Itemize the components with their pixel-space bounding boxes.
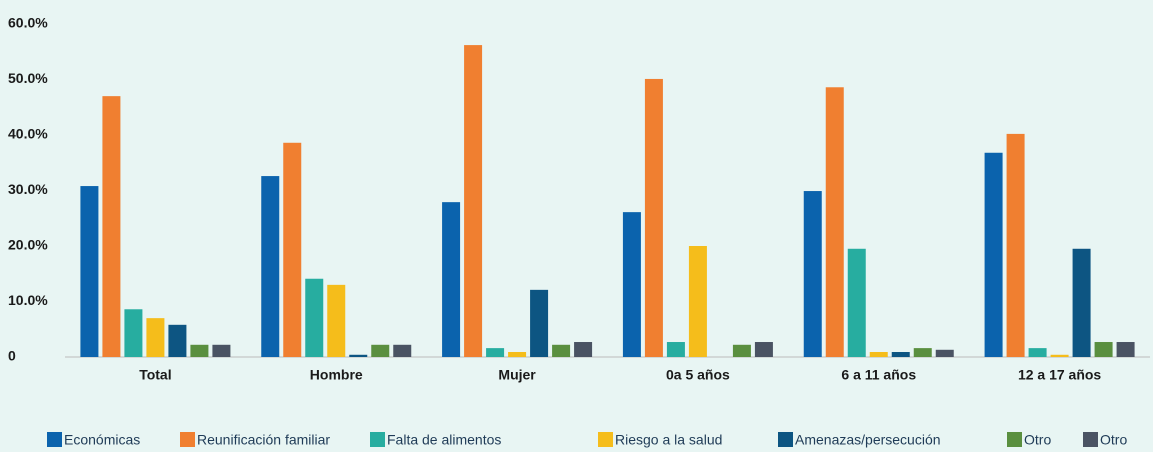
bar (644, 78, 663, 357)
y-tick-label: 10.0% (8, 292, 48, 308)
bar (869, 352, 888, 357)
legend-swatch (778, 432, 793, 447)
legend-swatch (370, 432, 385, 447)
x-tick-label: 0a 5 años (666, 367, 730, 383)
y-tick-label: 0 (8, 348, 16, 364)
bar (261, 176, 280, 357)
legend-swatch (1007, 432, 1022, 447)
y-tick-label: 60.0% (8, 15, 48, 31)
bar (1006, 133, 1025, 357)
bar (486, 348, 505, 357)
legend-label: Amenazas/persecución (795, 432, 941, 448)
bar (552, 344, 571, 357)
bar (688, 246, 707, 357)
bar (124, 309, 143, 357)
bar (190, 344, 209, 357)
bar (212, 344, 231, 357)
bar (80, 186, 99, 357)
bar (732, 344, 751, 357)
legend-label: Económicas (64, 432, 140, 448)
x-tick-label: Hombre (310, 367, 363, 383)
bar (803, 191, 822, 357)
bar (283, 142, 302, 357)
y-tick-label: 30.0% (8, 181, 48, 197)
bar (168, 324, 187, 357)
legend-label: Riesgo a la salud (615, 432, 722, 448)
bar (305, 278, 324, 357)
bar (393, 344, 412, 357)
legend-label: Otro (1024, 432, 1051, 448)
bar (574, 342, 593, 357)
bar (935, 349, 954, 357)
legend-swatch (180, 432, 195, 447)
legend-label: Reunificación familiar (197, 432, 330, 448)
x-tick-label: Total (139, 367, 171, 383)
bar (1028, 348, 1047, 357)
x-tick-label: 12 a 17 años (1018, 367, 1101, 383)
bar (1116, 342, 1135, 357)
bar (1050, 354, 1069, 357)
bar (102, 96, 121, 358)
bar (666, 342, 685, 357)
bar (891, 352, 910, 357)
bar (1072, 248, 1091, 357)
bar (442, 202, 461, 357)
bar (146, 318, 165, 357)
legend-swatch (47, 432, 62, 447)
y-tick-label: 20.0% (8, 237, 48, 253)
bar (327, 284, 346, 357)
bar (508, 352, 527, 357)
x-tick-label: Mujer (498, 367, 536, 383)
legend-swatch (1083, 432, 1098, 447)
y-tick-label: 50.0% (8, 70, 48, 86)
bar (1094, 342, 1113, 357)
bar (371, 344, 390, 357)
bar (754, 342, 773, 357)
bar (349, 354, 368, 357)
legend-swatch (598, 432, 613, 447)
bar (622, 212, 641, 357)
bar (913, 348, 932, 357)
legend-label: Otro (1100, 432, 1127, 448)
bar (847, 248, 866, 357)
y-tick-label: 40.0% (8, 126, 48, 142)
x-tick-label: 6 a 11 años (841, 367, 916, 383)
bar (530, 289, 549, 357)
bar (825, 87, 844, 358)
bar (464, 45, 483, 358)
legend-label: Falta de alimentos (387, 432, 501, 448)
bar (984, 152, 1003, 357)
